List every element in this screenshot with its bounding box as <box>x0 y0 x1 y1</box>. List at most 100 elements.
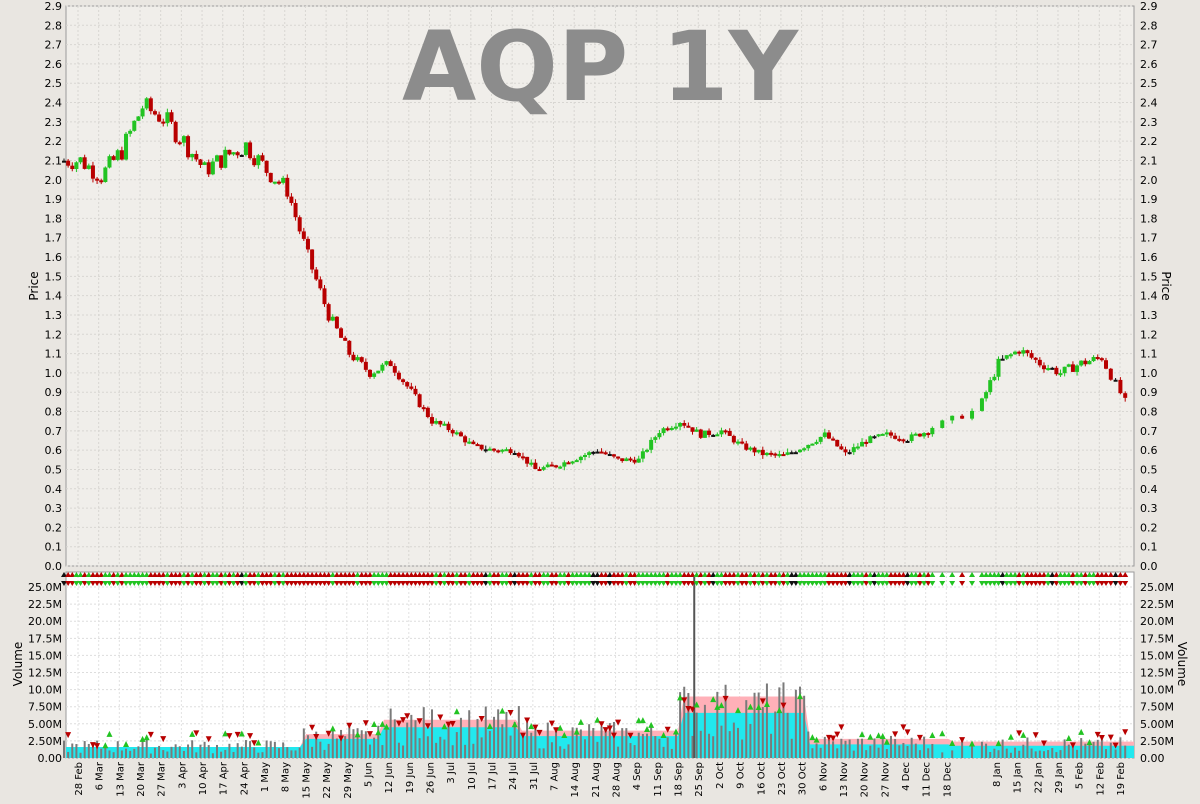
direction-arrow <box>610 572 617 586</box>
candle-body <box>161 121 166 124</box>
direction-arrow <box>213 572 220 586</box>
candle-body <box>1004 355 1009 359</box>
direction-arrow <box>871 572 878 586</box>
volume-marker <box>379 720 386 727</box>
x-tick-label: 28 Aug <box>612 762 623 797</box>
candle-body <box>719 430 724 435</box>
x-tick-label: 18 Dec <box>942 762 953 797</box>
volume-marker <box>615 719 622 726</box>
candle-body <box>744 443 749 450</box>
direction-arrow <box>1049 572 1056 586</box>
x-tick-label: 13 Nov <box>839 762 850 798</box>
volume-marker <box>681 697 688 704</box>
x-tick-label: 11 Sep <box>653 762 664 797</box>
price-tick-label: 0.7 <box>45 425 63 438</box>
volume-marker <box>939 730 946 737</box>
direction-arrow <box>1007 572 1014 586</box>
volume-marker <box>606 725 613 732</box>
price-tick-label: 1.8 <box>45 212 63 225</box>
direction-arrow <box>582 572 588 586</box>
direction-arrow <box>747 572 754 586</box>
direction-arrow <box>929 572 936 586</box>
candle-body <box>818 436 823 442</box>
candle-body <box>970 410 975 419</box>
candle-body <box>897 438 902 441</box>
candle-body <box>405 382 410 387</box>
price-tick-label: 0.3 <box>45 502 63 515</box>
candle-body <box>930 427 935 435</box>
candle-body <box>1029 353 1034 358</box>
volume-marker <box>205 736 212 743</box>
direction-arrow <box>887 572 894 586</box>
candle-body <box>430 417 435 424</box>
candle-body <box>884 432 889 435</box>
direction-arrow <box>648 572 655 586</box>
direction-arrow <box>722 572 729 586</box>
direction-arrow <box>77 572 84 586</box>
direction-arrow <box>147 572 154 586</box>
volume-marker <box>329 725 336 732</box>
candle-body <box>764 452 769 456</box>
direction-arrow <box>503 572 510 586</box>
candle-body <box>1070 364 1075 372</box>
candle-body <box>554 465 559 468</box>
direction-arrow <box>594 572 601 586</box>
candle-body <box>487 448 492 451</box>
candle-body <box>310 249 315 270</box>
x-tick-label: 24 Jul <box>508 762 519 790</box>
volume-marker <box>1112 742 1119 749</box>
volume-marker <box>809 734 816 741</box>
direction-arrow <box>1024 572 1031 586</box>
volume-marker <box>879 732 886 739</box>
direction-arrow <box>1020 572 1027 586</box>
direction-arrow <box>251 572 258 586</box>
volume-marker <box>251 740 258 747</box>
direction-arrow <box>354 572 361 586</box>
direction-arrow <box>106 572 113 586</box>
candle-body <box>202 162 207 165</box>
volume-tick-label: 2.50M <box>1140 735 1174 748</box>
direction-arrow <box>1090 572 1097 586</box>
candle-body <box>409 386 414 389</box>
direction-arrow <box>131 572 138 586</box>
volume-marker <box>346 722 353 729</box>
candle-body <box>831 438 836 441</box>
candle-body <box>82 157 87 169</box>
direction-arrow <box>1036 572 1043 586</box>
direction-arrow <box>1103 572 1109 586</box>
volume-marker <box>338 735 345 742</box>
x-tick-label: 28 Feb <box>74 762 85 796</box>
direction-arrow <box>515 572 522 586</box>
price-tick-label: 0.0 <box>1140 560 1158 573</box>
price-tick-label: 2.7 <box>1140 39 1158 52</box>
direction-arrow <box>114 572 121 586</box>
direction-arrow <box>395 572 402 586</box>
volume-marker <box>532 724 539 731</box>
direction-arrow <box>652 572 659 586</box>
direction-arrow <box>536 572 543 586</box>
candle-body <box>1050 367 1055 370</box>
candle-body <box>95 178 100 181</box>
volume-marker <box>371 721 378 728</box>
candle-body <box>537 469 542 472</box>
volume-marker <box>1086 739 1093 746</box>
direction-arrow <box>94 572 101 586</box>
candle-body <box>181 136 186 143</box>
price-tick-label: 2.7 <box>45 39 63 52</box>
volume-marker <box>449 720 456 727</box>
direction-arrow <box>904 572 911 586</box>
volume-marker <box>639 717 646 724</box>
price-tick-label: 0.6 <box>45 444 63 457</box>
candle-body <box>214 155 219 162</box>
volume-marker <box>834 731 841 738</box>
price-tick-label: 0.0 <box>45 560 63 573</box>
direction-arrow <box>780 572 787 586</box>
volume-tick-label: 22.5M <box>28 598 62 611</box>
direction-arrow <box>449 572 456 586</box>
candle-body <box>243 142 248 155</box>
candle-body <box>649 439 654 450</box>
volume-marker <box>1007 733 1014 740</box>
direction-arrow <box>598 572 605 586</box>
volume-marker <box>557 724 564 731</box>
candle-body <box>512 453 517 456</box>
